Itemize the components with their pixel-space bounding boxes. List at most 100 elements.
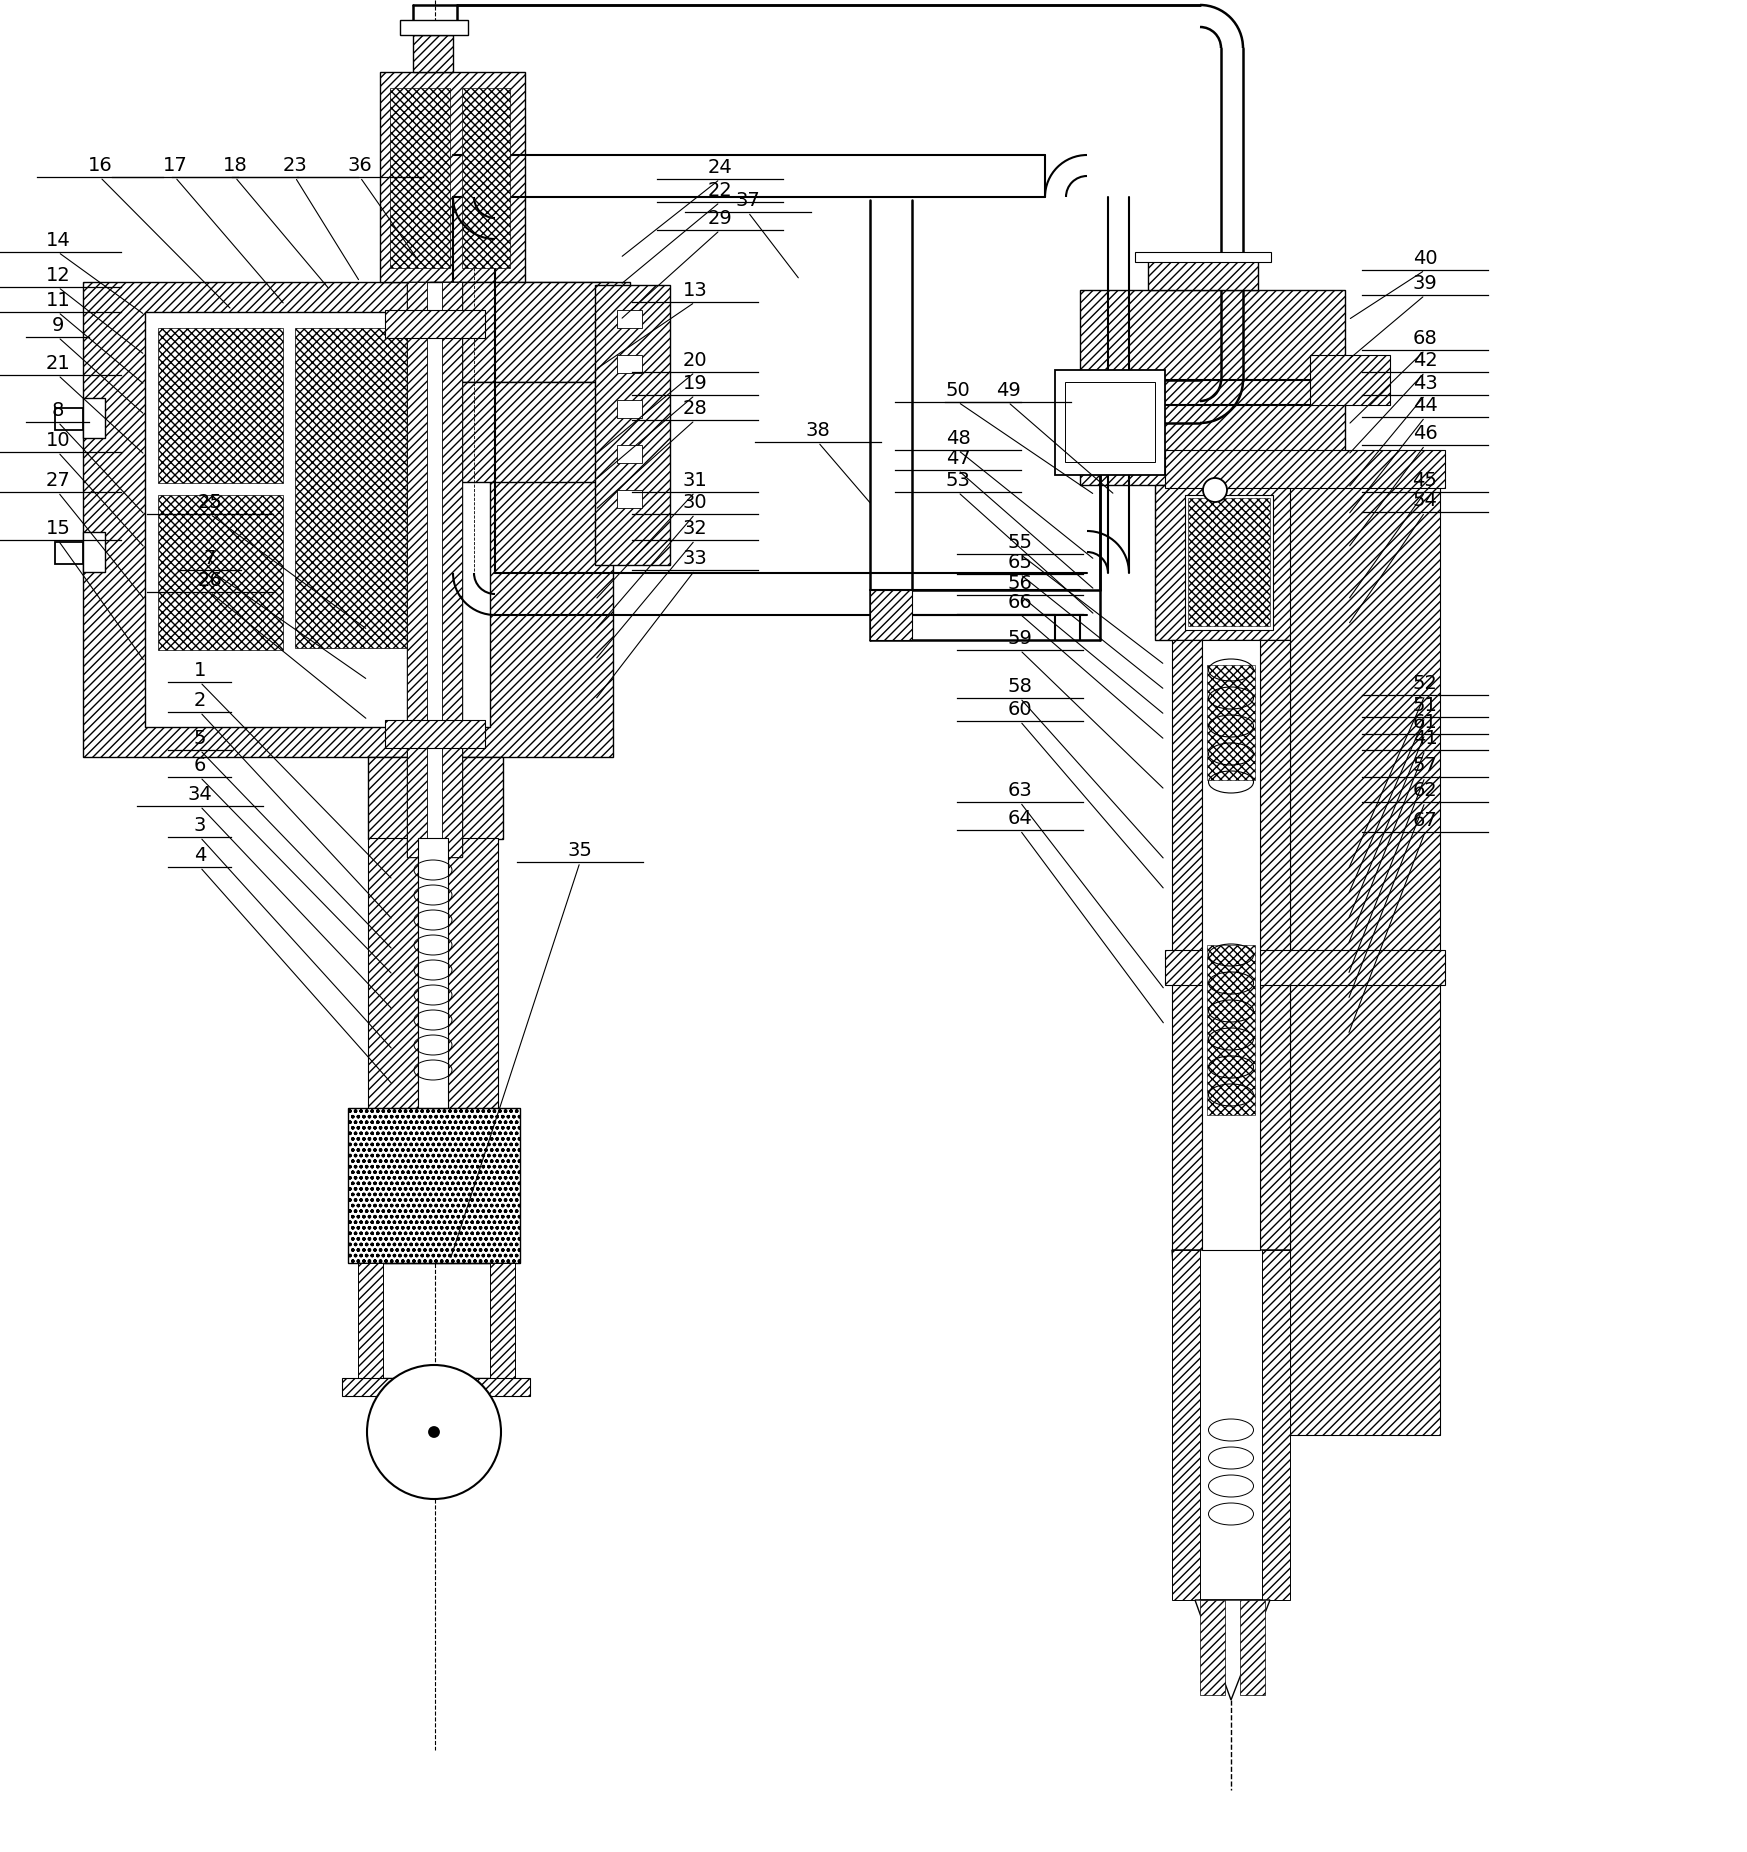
Text: 21: 21	[45, 354, 70, 372]
Bar	[145, 311, 489, 728]
Text: 40: 40	[1413, 248, 1438, 269]
Text: 16: 16	[87, 156, 112, 174]
Text: 23: 23	[283, 156, 307, 174]
Bar	[1165, 950, 1445, 985]
Bar	[870, 591, 912, 641]
Bar	[1172, 1250, 1200, 1600]
Bar	[442, 282, 461, 857]
Bar	[461, 89, 510, 269]
Text: 4: 4	[194, 846, 206, 865]
Bar	[1207, 665, 1254, 780]
Text: 20: 20	[683, 352, 708, 370]
Text: 43: 43	[1413, 374, 1438, 393]
Bar	[617, 444, 641, 463]
Circle shape	[367, 1365, 501, 1498]
Text: 19: 19	[683, 374, 708, 393]
Text: 65: 65	[1008, 554, 1032, 572]
Text: 15: 15	[45, 519, 70, 537]
Text: 41: 41	[1413, 730, 1438, 748]
Text: 26: 26	[197, 570, 222, 591]
Bar	[384, 720, 486, 748]
Text: 67: 67	[1413, 811, 1438, 830]
Text: 56: 56	[1008, 574, 1032, 593]
Text: 51: 51	[1413, 696, 1438, 715]
Text: 33: 33	[683, 548, 708, 569]
Text: 49: 49	[996, 382, 1020, 400]
Text: 42: 42	[1413, 352, 1438, 370]
Text: 61: 61	[1413, 713, 1438, 732]
Bar	[1289, 485, 1440, 1435]
Bar	[1172, 641, 1202, 1250]
Text: 27: 27	[45, 470, 70, 491]
Bar	[1184, 494, 1274, 630]
Text: 46: 46	[1413, 424, 1438, 443]
Text: 9: 9	[52, 317, 65, 335]
Text: 10: 10	[45, 432, 70, 450]
Text: 45: 45	[1413, 470, 1438, 491]
Bar	[390, 89, 451, 269]
Text: 12: 12	[45, 267, 70, 285]
Text: 64: 64	[1008, 809, 1032, 828]
Text: 25: 25	[197, 493, 222, 511]
Bar	[157, 494, 283, 650]
Bar	[1148, 259, 1258, 291]
Bar	[1207, 945, 1254, 1115]
Bar	[1165, 450, 1445, 487]
Bar	[348, 1107, 521, 1263]
Text: 8: 8	[52, 402, 65, 420]
Bar	[1310, 356, 1391, 406]
Bar	[1066, 382, 1155, 461]
Circle shape	[1204, 478, 1226, 502]
Text: 62: 62	[1413, 782, 1438, 800]
Text: 13: 13	[683, 282, 708, 300]
Bar	[1200, 1600, 1225, 1695]
Text: 5: 5	[194, 730, 206, 748]
Bar	[596, 285, 671, 565]
Bar	[412, 35, 452, 72]
Bar	[157, 328, 283, 483]
Bar	[430, 282, 631, 382]
Bar	[84, 398, 105, 439]
Circle shape	[430, 1428, 438, 1437]
Bar	[358, 1263, 383, 1378]
Polygon shape	[1195, 1600, 1270, 1700]
Text: 66: 66	[1008, 593, 1032, 611]
Text: 1: 1	[194, 661, 206, 680]
Bar	[381, 72, 526, 282]
Text: 37: 37	[735, 191, 760, 209]
Text: 6: 6	[194, 756, 206, 774]
Polygon shape	[1172, 1250, 1289, 1600]
Text: 53: 53	[945, 470, 970, 491]
Text: 54: 54	[1413, 491, 1438, 509]
Text: 58: 58	[1008, 678, 1032, 696]
Text: 32: 32	[683, 519, 708, 537]
Bar	[407, 282, 426, 857]
Text: 63: 63	[1008, 782, 1032, 800]
Text: 50: 50	[945, 382, 970, 400]
Text: 35: 35	[568, 841, 592, 859]
Bar	[1261, 1250, 1289, 1600]
Bar	[1155, 485, 1305, 641]
Bar	[617, 309, 641, 328]
Text: 29: 29	[708, 209, 732, 228]
Text: 60: 60	[1008, 700, 1032, 719]
Text: 31: 31	[683, 470, 708, 491]
Bar	[400, 20, 468, 35]
Text: 2: 2	[194, 691, 206, 709]
Text: 57: 57	[1413, 756, 1438, 774]
Bar	[54, 407, 84, 430]
Text: 38: 38	[805, 420, 830, 441]
Text: 24: 24	[708, 157, 732, 178]
Text: 17: 17	[162, 156, 187, 174]
Bar	[369, 837, 418, 1107]
Text: 39: 39	[1413, 274, 1438, 293]
Bar	[1202, 641, 1260, 1250]
Text: 52: 52	[1413, 674, 1438, 693]
Bar	[369, 757, 503, 839]
Bar	[489, 1263, 515, 1378]
Bar	[418, 837, 447, 1107]
Bar	[384, 309, 486, 339]
Text: 48: 48	[945, 430, 970, 448]
Bar	[447, 837, 498, 1107]
Bar	[84, 532, 105, 572]
